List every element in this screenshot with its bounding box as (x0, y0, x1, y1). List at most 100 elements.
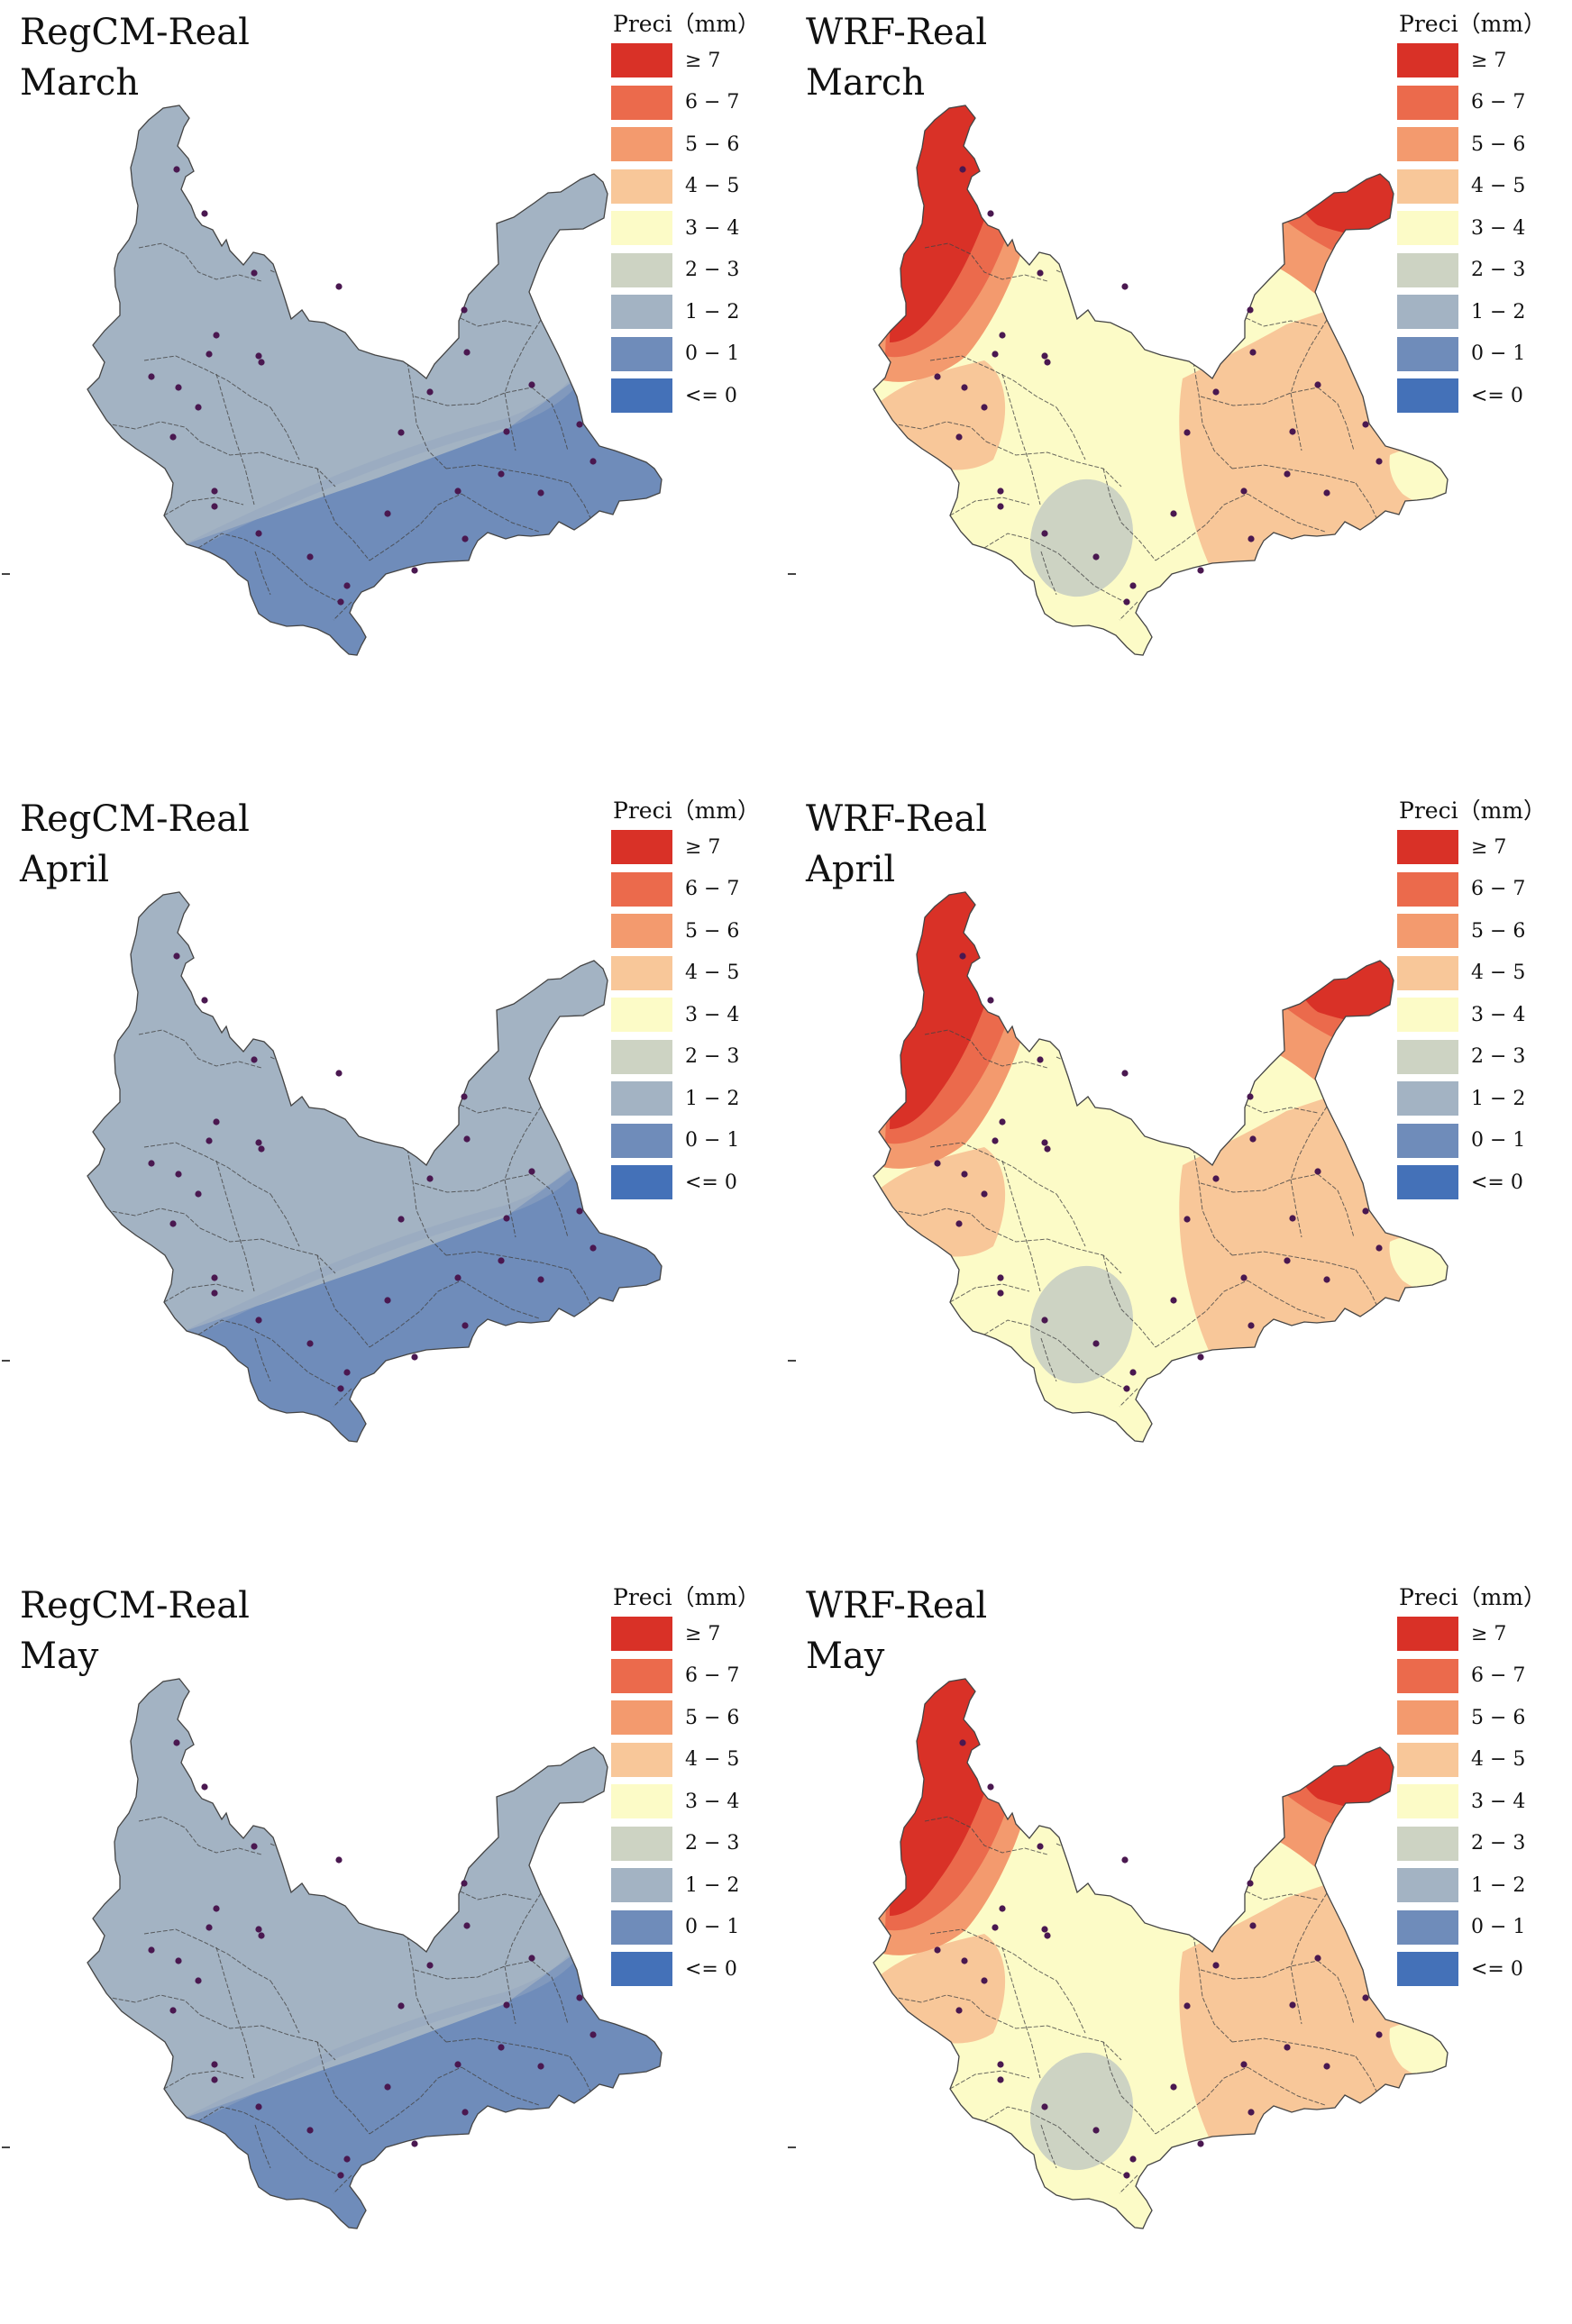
wrf-may-map (873, 1678, 1449, 2229)
zone-transition (160, 375, 580, 565)
legend-swatch (1397, 252, 1458, 287)
model-name: WRF-Real (806, 798, 988, 840)
station-dot (1123, 1385, 1130, 1392)
station-dot (1121, 283, 1129, 290)
station-dot (201, 1783, 208, 1791)
county-boundary (949, 497, 1030, 516)
station-dot (1249, 1922, 1257, 1929)
station-dot (426, 1962, 434, 1969)
zone-2-3-north (1129, 1843, 1172, 1897)
county-boundary (983, 533, 1077, 570)
station-dot (498, 1257, 505, 1264)
legend-swatch (1397, 998, 1458, 1033)
station-dot (1376, 2031, 1383, 2038)
legend-entry: 2 − 3 (611, 250, 782, 292)
station-dot (1129, 1369, 1137, 1376)
county-boundary (1355, 2055, 1382, 2101)
legend-entry: ≥ 7 (611, 40, 782, 82)
legend-entry: 1 − 2 (611, 291, 782, 333)
station-dot (934, 1946, 941, 1954)
legend-label: 5 − 6 (685, 919, 740, 943)
county-boundary (461, 493, 540, 533)
legend-entry: 0 − 1 (1397, 1907, 1568, 1949)
legend-swatch (1397, 336, 1458, 371)
county-boundary (333, 2174, 352, 2194)
county-boundary (1290, 392, 1302, 451)
station-dot (1041, 530, 1048, 537)
axis-tick (2, 1360, 10, 1362)
zone-2-3-south (1029, 478, 1134, 597)
station-dot (255, 1926, 262, 1933)
station-dot (1212, 388, 1220, 396)
legend-swatch (1397, 295, 1458, 330)
legend: Preci（mm） ≥ 7 6 − 7 5 − 6 4 − 5 3 − 4 2 − 3 1 … (611, 796, 782, 1204)
regcm-may-map (87, 1678, 663, 2229)
station-dot (1362, 1208, 1369, 1215)
legend-swatch (611, 378, 672, 414)
province-outline (87, 1678, 663, 2229)
legend-label: 6 − 7 (685, 1664, 740, 1688)
legend-label: 2 − 3 (685, 1045, 740, 1069)
station-dot (955, 1220, 963, 1227)
station-dot (1044, 1145, 1051, 1153)
station-dot (537, 1276, 544, 1283)
legend-swatch (611, 336, 672, 371)
legend-entry: ≥ 7 (611, 1613, 782, 1655)
station-dot (1289, 2001, 1296, 2009)
legend-swatch (1397, 1658, 1458, 1693)
county-boundary (270, 1193, 300, 1247)
county-boundary (163, 1283, 244, 1303)
station-dot (306, 2127, 314, 2134)
legend-entry: 4 − 5 (611, 1739, 782, 1782)
county-boundary (1290, 1179, 1302, 1238)
station-dot (1314, 1955, 1321, 1962)
model-name: RegCM-Real (20, 12, 250, 53)
county-boundary (1102, 468, 1156, 561)
station-dot (384, 1297, 391, 1304)
legend-swatch (1397, 914, 1458, 949)
legend-entry: 0 − 1 (1397, 1120, 1568, 1162)
legend-label: 3 − 4 (685, 216, 740, 240)
legend-entry: 5 − 6 (1397, 123, 1568, 166)
station-dot (1314, 381, 1321, 388)
station-dot (211, 1274, 218, 1281)
county-boundary (1056, 1980, 1086, 2034)
station-dot (1092, 1340, 1100, 1347)
county-boundary (1193, 1148, 1233, 1256)
station-dot (1129, 582, 1137, 589)
legend-label: ≥ 7 (685, 1622, 721, 1645)
county-boundary (1290, 319, 1328, 394)
legend-entry: 6 − 7 (1397, 1655, 1568, 1698)
county-boundary (1317, 1960, 1355, 2025)
station-dot (1184, 429, 1191, 436)
station-dot (255, 530, 262, 537)
legend-label: 4 − 5 (685, 175, 740, 198)
county-boundary (414, 387, 533, 406)
station-dot (1037, 1843, 1044, 1850)
county-boundary (445, 464, 571, 484)
county-boundary (197, 1319, 291, 1357)
station-dot (1197, 2140, 1204, 2147)
station-dot (955, 433, 963, 441)
county-boundary (1001, 1160, 1041, 1292)
county-boundary (1317, 387, 1355, 451)
legend-entry: 0 − 1 (611, 333, 782, 376)
county-boundary (891, 421, 987, 442)
legend-swatch (611, 1039, 672, 1074)
county-boundary (983, 1319, 1077, 1357)
station-dot (335, 283, 343, 290)
station-dot (213, 1118, 220, 1126)
county-boundary (1102, 2041, 1156, 2135)
station-dot (576, 1994, 583, 2001)
county-boundary (254, 551, 271, 596)
legend-swatch (1397, 85, 1458, 120)
legend-label: 1 − 2 (1471, 1873, 1526, 1897)
station-dot (255, 1317, 262, 1324)
model-name: WRF-Real (806, 12, 988, 53)
station-dot (961, 384, 968, 391)
legend-swatch (1397, 43, 1458, 78)
county-boundary (1200, 1960, 1319, 1980)
county-boundary (1155, 1280, 1248, 1348)
zone-4-5-west (873, 1147, 1006, 1257)
legend-title: Preci（mm） (613, 11, 760, 37)
